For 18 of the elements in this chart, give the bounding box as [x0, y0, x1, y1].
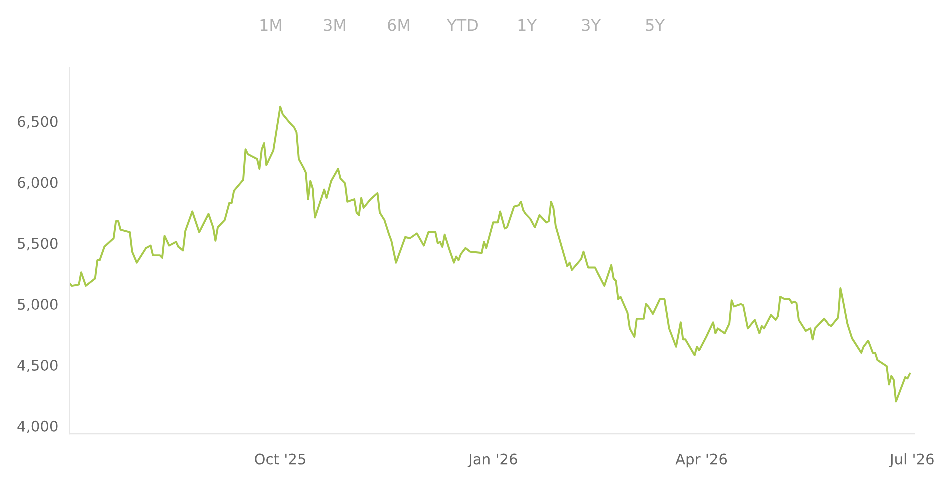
text: 1Y — [518, 19, 537, 32]
y-tick-label: 4,500 — [18, 360, 58, 372]
text: 3M — [324, 19, 346, 32]
y-tick-label: 4,000 — [18, 420, 58, 434]
text: 5Y — [646, 19, 665, 32]
x-tick-label: Apr '26 — [676, 454, 728, 468]
y-tick-label: 6,000 — [18, 177, 58, 190]
text: 3Y — [582, 19, 601, 32]
x-tick-label: Jan '26 — [468, 454, 518, 468]
y-tick-label: 5,000 — [18, 299, 58, 312]
text: 6M — [388, 19, 410, 32]
text: YTD — [447, 19, 478, 32]
y-tick-label: 6,500 — [18, 116, 58, 129]
line-series — [70, 106, 912, 403]
x-tick-label: Oct '25 — [255, 454, 306, 465]
x-tick-label: Jul '26 — [889, 454, 934, 468]
text: 1M — [260, 19, 282, 32]
y-tick-label: 5,500 — [18, 238, 58, 251]
